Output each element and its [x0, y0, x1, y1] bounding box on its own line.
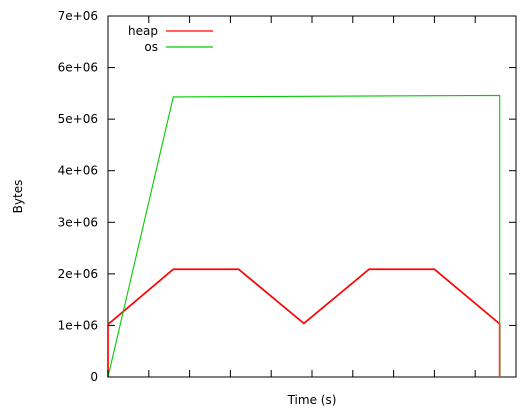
y-tick-label: 3e+06	[58, 215, 98, 229]
y-tick-label: 7e+06	[58, 9, 98, 23]
series-line-os	[107, 94, 501, 378]
x-axis-label: Time (s)	[287, 393, 337, 407]
chart-legend: heap os	[128, 24, 213, 54]
y-tick-label: 1e+06	[58, 318, 98, 332]
y-tick-label: 0	[90, 370, 98, 384]
y-tick-label: 4e+06	[58, 164, 98, 178]
plot-frame	[107, 15, 517, 378]
x-axis-ticks	[107, 16, 517, 377]
y-tick-label: 5e+06	[58, 112, 98, 126]
y-tick-label: 2e+06	[58, 267, 98, 281]
legend-os-label: os	[144, 40, 158, 54]
y-tick-label: 6e+06	[58, 61, 98, 75]
series-line-heap	[107, 268, 501, 377]
plot-border	[107, 15, 517, 378]
y-axis-label: Bytes	[11, 180, 25, 214]
legend-heap-label: heap	[128, 24, 158, 38]
y-axis-ticks: 0 1e+06 2e+06 3e+06 4e+06 5e+06 6e+06 7e+06	[58, 9, 516, 384]
series-layer	[107, 94, 501, 378]
